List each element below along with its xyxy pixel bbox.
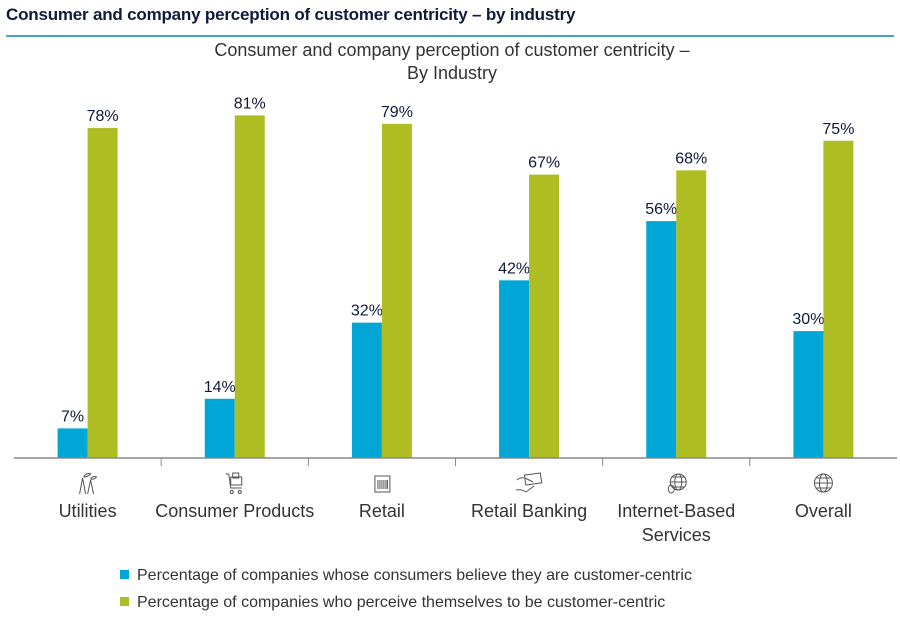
bar-company-4 bbox=[676, 170, 707, 459]
data-label: 75% bbox=[822, 121, 854, 138]
data-label: 68% bbox=[675, 150, 707, 167]
power-plant-icon bbox=[79, 472, 98, 495]
legend-swatch-consumer bbox=[120, 570, 129, 579]
legend-swatch-company bbox=[120, 597, 129, 606]
bar-consumer-1 bbox=[204, 398, 235, 458]
data-label: 81% bbox=[234, 95, 266, 112]
category-label: Overall bbox=[795, 501, 852, 521]
header-divider bbox=[6, 35, 894, 37]
bar-consumer-5 bbox=[793, 331, 824, 458]
category-label: Consumer Products bbox=[155, 501, 314, 521]
legend-label: Percentage of companies whose consumers … bbox=[137, 567, 692, 584]
chart-title-line-1: Consumer and company perception of custo… bbox=[214, 40, 689, 60]
bar-company-1 bbox=[234, 115, 265, 459]
data-label: 78% bbox=[87, 108, 119, 125]
globe-mouse-icon bbox=[667, 473, 687, 494]
category-label: Internet-Based bbox=[617, 501, 735, 521]
bar-consumer-0 bbox=[57, 428, 88, 458]
data-label: 56% bbox=[645, 201, 677, 218]
globe-icon bbox=[813, 473, 833, 493]
category-label: Services bbox=[642, 525, 711, 545]
bar-consumer-4 bbox=[646, 221, 677, 458]
category-label: Retail bbox=[359, 501, 405, 521]
page-title: Consumer and company perception of custo… bbox=[6, 5, 576, 24]
shopping-cart-icon bbox=[225, 472, 243, 494]
bar-consumer-2 bbox=[351, 322, 382, 458]
bar-consumer-3 bbox=[499, 280, 530, 458]
bar-company-5 bbox=[823, 140, 854, 458]
data-label: 79% bbox=[381, 104, 413, 121]
bar-company-0 bbox=[87, 128, 118, 458]
legend-label: Percentage of companies who perceive the… bbox=[137, 594, 665, 611]
hand-card-icon bbox=[516, 472, 543, 493]
data-label: 14% bbox=[204, 379, 236, 396]
barcode-icon bbox=[374, 475, 391, 493]
bar-company-2 bbox=[381, 123, 412, 458]
data-label: 7% bbox=[61, 408, 84, 425]
data-label: 67% bbox=[528, 155, 560, 172]
category-label: Retail Banking bbox=[471, 501, 587, 521]
data-label: 30% bbox=[792, 311, 824, 328]
bar-company-3 bbox=[529, 174, 560, 458]
data-label: 32% bbox=[351, 303, 383, 320]
chart-title-line-2: By Industry bbox=[407, 63, 497, 83]
category-label: Utilities bbox=[59, 501, 117, 521]
data-label: 42% bbox=[498, 260, 530, 277]
